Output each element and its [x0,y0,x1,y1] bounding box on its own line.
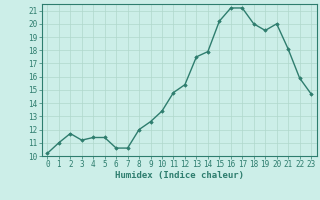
X-axis label: Humidex (Indice chaleur): Humidex (Indice chaleur) [115,171,244,180]
